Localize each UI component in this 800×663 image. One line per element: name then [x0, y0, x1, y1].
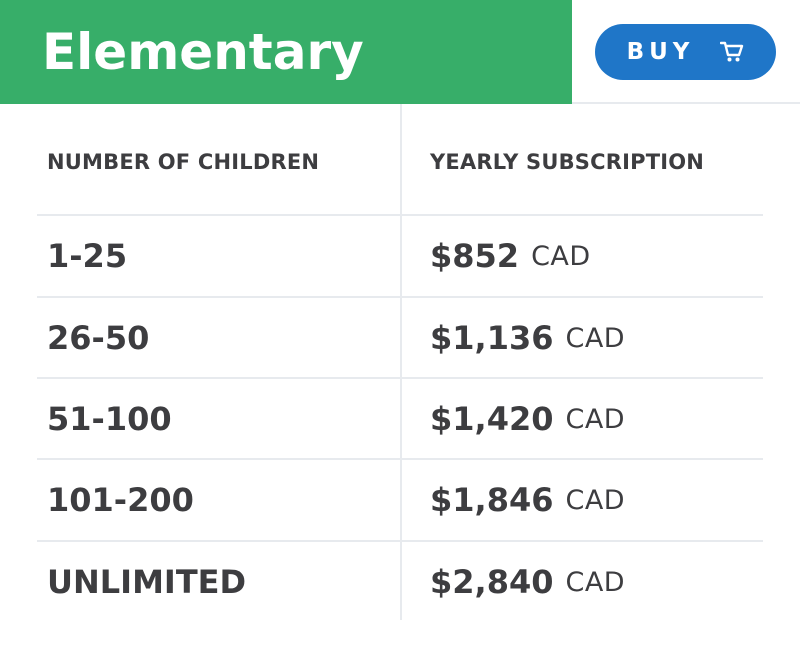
- price-currency: CAD: [565, 484, 626, 516]
- row-separator: [37, 540, 763, 542]
- price-cell: $852 CAD: [430, 216, 591, 296]
- header-divider: [572, 102, 800, 104]
- row-separator: [37, 377, 763, 379]
- plan-header: Elementary: [0, 0, 572, 104]
- row-separator: [37, 458, 763, 460]
- price-amount: $1,846: [430, 481, 554, 519]
- buy-button-label: BUY: [626, 39, 695, 65]
- price-cell: $2,840 CAD: [430, 542, 625, 622]
- plan-title: Elementary: [42, 23, 364, 81]
- price-amount: $1,420: [430, 400, 554, 438]
- children-range: 51-100: [47, 400, 172, 438]
- price-amount: $1,136: [430, 319, 554, 357]
- price-amount: $2,840: [430, 563, 554, 601]
- row-separator: [37, 214, 763, 216]
- price-cell: $1,420 CAD: [430, 379, 625, 459]
- children-range: 101-200: [47, 481, 194, 519]
- children-range: UNLIMITED: [47, 563, 247, 601]
- price-currency: CAD: [565, 566, 626, 598]
- header-subscription: YEARLY SUBSCRIPTION: [430, 150, 705, 174]
- row-separator: [37, 296, 763, 298]
- price-cell: $1,846 CAD: [430, 460, 625, 540]
- children-range: 26-50: [47, 319, 150, 357]
- price-currency: CAD: [565, 322, 626, 354]
- children-range: 1-25: [47, 237, 128, 275]
- cart-icon: [720, 41, 744, 62]
- price-currency: CAD: [531, 240, 591, 272]
- buy-button[interactable]: BUY: [595, 24, 776, 80]
- column-divider: [400, 104, 402, 620]
- price-currency: CAD: [565, 403, 626, 435]
- price-cell: $1,136 CAD: [430, 298, 625, 378]
- header-children: NUMBER OF CHILDREN: [47, 150, 320, 174]
- price-amount: $852: [430, 237, 520, 275]
